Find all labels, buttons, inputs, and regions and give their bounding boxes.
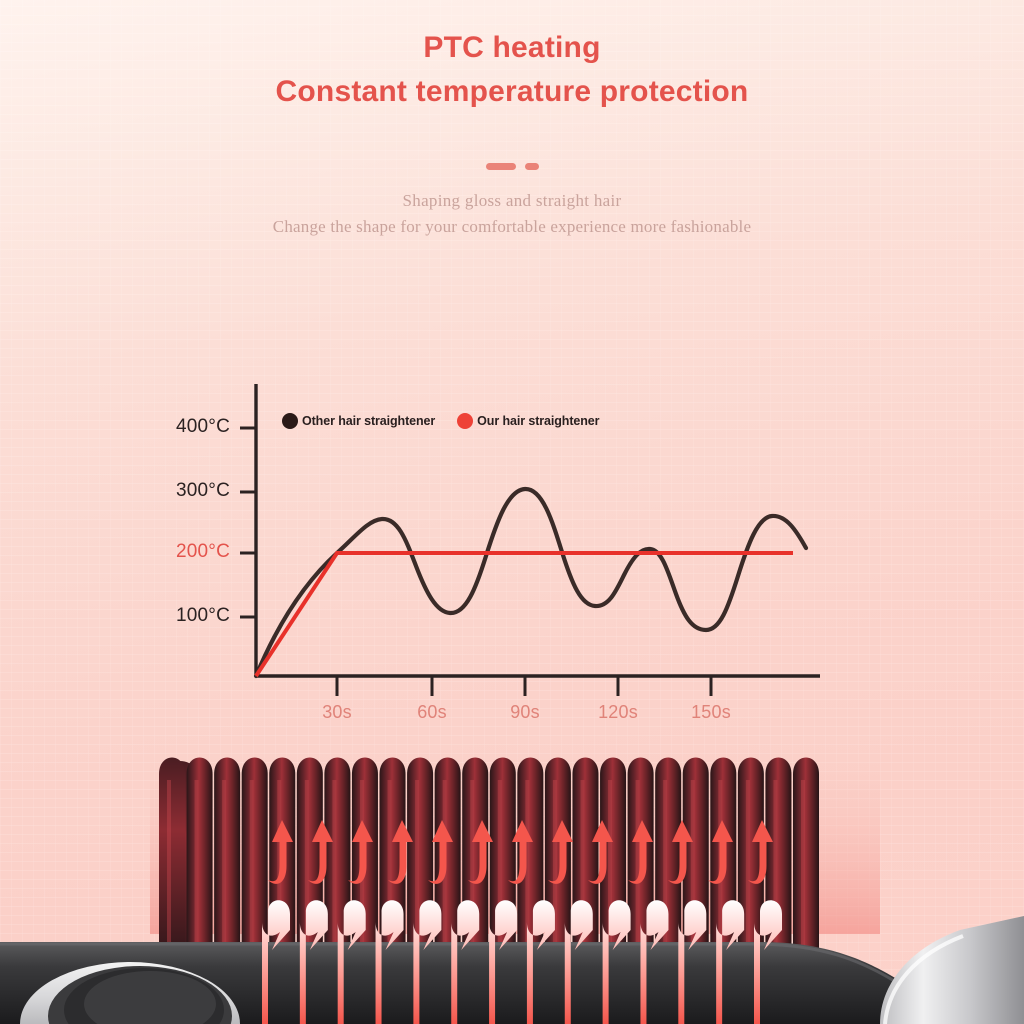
heat-arrow-down-icon bbox=[337, 900, 366, 1024]
comb-tooth bbox=[793, 757, 819, 964]
heat-arrow-up-icon bbox=[348, 820, 373, 884]
subtitle-block: Shaping gloss and straight hair Change t… bbox=[0, 188, 1024, 240]
heat-arrow-up-icon bbox=[428, 820, 453, 884]
heat-arrow-down-icon bbox=[678, 900, 707, 1024]
heat-arrow-down-icon bbox=[489, 900, 518, 1024]
heat-arrow-down-icon bbox=[640, 900, 669, 1024]
product-body-silver bbox=[880, 916, 1024, 1024]
legend-item-other: Other hair straightener bbox=[282, 413, 435, 429]
heat-arrow-down-icon bbox=[526, 900, 555, 1024]
subtitle-line2: Change the shape for your comfortable ex… bbox=[272, 217, 752, 236]
comb-tooth bbox=[214, 757, 241, 964]
page-title-line2: Constant temperature protection bbox=[275, 75, 749, 108]
comb-tooth bbox=[159, 757, 185, 964]
page-title-block: PTC heating Constant temperature protect… bbox=[0, 26, 1024, 114]
page-title-line1: PTC heating bbox=[423, 31, 601, 64]
legend-label-our: Our hair straightener bbox=[477, 414, 600, 428]
product-image-heated-comb bbox=[0, 734, 1024, 1024]
heat-arrow-down-icon bbox=[716, 900, 745, 1024]
heat-arrow-down-icon bbox=[602, 900, 631, 1024]
temperature-chart: Other hair straightener Our hair straigh… bbox=[150, 380, 850, 740]
divider-dash-short bbox=[524, 163, 539, 170]
x-tick-label-90s: 90s bbox=[510, 702, 540, 722]
comb-tooth bbox=[737, 757, 764, 964]
heat-arrow-up-icon bbox=[468, 820, 493, 884]
comb-base-plate bbox=[0, 942, 940, 1024]
series-line-other bbox=[253, 486, 809, 679]
y-tick-label-100: 100°C bbox=[175, 605, 230, 626]
heat-arrow-down-icon bbox=[564, 900, 593, 1024]
heat-arrow-up-icon bbox=[748, 820, 773, 884]
product-illustration-svg bbox=[0, 734, 1024, 1024]
chart-axes bbox=[254, 384, 820, 678]
heat-arrow-up-icon bbox=[708, 820, 733, 884]
heat-arrow-up-icon bbox=[268, 820, 293, 884]
chart-legend: Other hair straightener Our hair straigh… bbox=[282, 413, 600, 429]
chart-x-ticks bbox=[335, 676, 713, 696]
y-tick-label-300: 300°C bbox=[175, 480, 230, 501]
heat-arrow-down-icon bbox=[754, 900, 782, 1024]
x-tick-label-150s: 150s bbox=[691, 702, 731, 722]
legend-item-our: Our hair straightener bbox=[457, 413, 600, 429]
product-handle-base-left bbox=[20, 962, 240, 1024]
legend-label-other: Other hair straightener bbox=[302, 414, 436, 428]
x-tick-label-120s: 120s bbox=[598, 702, 638, 722]
comb-base-highlight bbox=[0, 942, 897, 984]
heat-arrows-up-group bbox=[268, 820, 773, 884]
subtitle-line1: Shaping gloss and straight hair bbox=[402, 191, 622, 210]
heat-arrow-down-icon bbox=[262, 900, 290, 1024]
series-line-our bbox=[254, 551, 793, 678]
comb-tooth bbox=[186, 757, 213, 964]
heat-arrow-down-icon bbox=[451, 900, 480, 1024]
divider-dash-long bbox=[485, 163, 516, 170]
heat-arrow-up-icon bbox=[548, 820, 573, 884]
heat-arrow-up-icon bbox=[588, 820, 613, 884]
y-tick-label-400: 400°C bbox=[175, 416, 230, 437]
heat-arrow-down-icon bbox=[413, 900, 442, 1024]
comb-tooth bbox=[241, 757, 268, 964]
heat-arrow-up-icon bbox=[388, 820, 413, 884]
dash-divider-icon bbox=[0, 163, 1024, 170]
legend-dot-our-icon bbox=[457, 413, 474, 429]
chart-svg bbox=[240, 384, 820, 696]
heat-arrow-up-icon bbox=[308, 820, 333, 884]
legend-dot-other-icon bbox=[282, 413, 298, 429]
heat-arrow-up-icon bbox=[668, 820, 693, 884]
heat-arrows-down-group bbox=[262, 900, 782, 1024]
x-tick-label-60s: 60s bbox=[417, 702, 447, 722]
x-tick-label-30s: 30s bbox=[322, 702, 352, 722]
heat-arrow-down-icon bbox=[375, 900, 404, 1024]
heat-arrow-down-icon bbox=[299, 900, 328, 1024]
chart-y-ticks bbox=[240, 426, 256, 619]
y-tick-label-200: 200°C bbox=[175, 541, 230, 562]
heat-arrow-up-icon bbox=[628, 820, 653, 884]
heat-arrow-up-icon bbox=[508, 820, 533, 884]
product-body-silver-edge bbox=[883, 934, 964, 1024]
